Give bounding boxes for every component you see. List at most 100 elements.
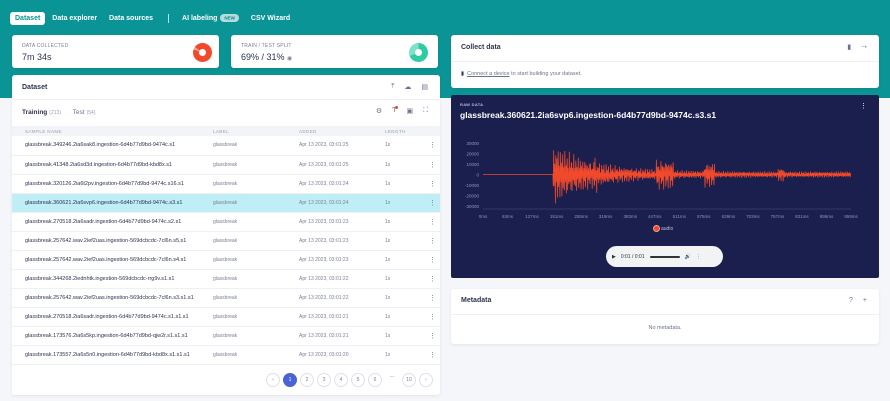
tab-ai-labeling[interactable]: AI labeling NEW xyxy=(177,12,244,25)
table-actions: ⚙ Ƭ ▣ ⛶ xyxy=(375,106,428,115)
tab-csv-wizard[interactable]: CSV Wizard xyxy=(250,14,291,22)
svg-text:-10000: -10000 xyxy=(465,183,480,188)
col-sample-name[interactable]: SAMPLE NAME xyxy=(12,126,200,136)
expand-icon[interactable]: ⛶ xyxy=(423,107,428,114)
table-row[interactable]: glassbreak.320126.2ia6t2pv.ingestion-6d4… xyxy=(12,174,440,194)
sample-label: glassbreak xyxy=(200,136,286,156)
audio-progress-slider[interactable] xyxy=(649,255,680,258)
row-menu-icon[interactable]: ⋮ xyxy=(416,345,440,365)
split-donut-icon xyxy=(409,43,428,62)
upload-icon[interactable]: ⤒ xyxy=(391,83,395,90)
row-menu-icon[interactable]: ⋮ xyxy=(416,155,440,175)
collect-data-title: Collect data xyxy=(461,44,501,51)
page-button[interactable]: 4 xyxy=(334,373,348,387)
row-menu-icon[interactable]: ⋮ xyxy=(416,193,440,213)
train-test-split-card: TRAIN / TEST SPLIT 69% / 31% ◉ xyxy=(231,35,438,68)
svg-text:639ms: 639ms xyxy=(722,214,736,219)
col-label[interactable]: LABEL xyxy=(200,126,286,136)
filter-icon[interactable]: Ƭ xyxy=(392,106,399,114)
table-row[interactable]: glassbreak.270518.2ia6sadr.ingestion-6d4… xyxy=(12,307,440,327)
table-row[interactable]: glassbreak.257642.wav.2ief2uas.ingestion… xyxy=(12,231,440,251)
more-options-icon[interactable]: ⋮ xyxy=(860,103,867,110)
page-button[interactable]: 10 xyxy=(402,373,416,387)
sample-added: Apr 13 2023, 03:01:21 xyxy=(286,326,372,346)
prev-page-button[interactable]: ‹ xyxy=(266,373,280,387)
page-button[interactable]: 5 xyxy=(351,373,365,387)
col-length[interactable]: LENGTH xyxy=(372,126,416,136)
svg-text:63ms: 63ms xyxy=(502,214,514,219)
eye-icon[interactable]: ◉ xyxy=(287,56,293,62)
page-button[interactable]: 3 xyxy=(317,373,331,387)
sample-length: 1s xyxy=(372,250,416,270)
tab-dataset[interactable]: Dataset xyxy=(10,11,46,25)
dataset-title: Dataset xyxy=(22,84,48,91)
legend-label: audio xyxy=(661,225,674,232)
phone-icon[interactable]: ▮ xyxy=(847,44,852,51)
usb-icon[interactable]: ⇾ xyxy=(861,44,867,51)
row-menu-icon[interactable]: ⋮ xyxy=(416,250,440,270)
collect-message: ▮ Connect a device to start building you… xyxy=(461,71,582,77)
sample-added: Apr 13 2023, 03:01:20 xyxy=(286,345,372,365)
data-collected-label: DATA COLLECTED xyxy=(22,43,69,49)
select-icon[interactable]: ▣ xyxy=(406,108,414,115)
table-row[interactable]: glassbreak.349246.2ia6sak8.ingestion-6d4… xyxy=(12,136,440,156)
col-added[interactable]: ADDED xyxy=(286,126,372,136)
collect-data-panel: Collect data ▮ ⇾ ▮ Connect a device to st… xyxy=(451,35,879,88)
sample-name: glassbreak.270518.2ia6sadr.ingestion-6d4… xyxy=(12,307,200,327)
table-row[interactable]: glassbreak.173576.2ia6s5kp.ingestion-6d4… xyxy=(12,326,440,346)
add-icon[interactable]: + xyxy=(862,297,867,304)
volume-icon[interactable]: 🔊 xyxy=(684,253,691,260)
sample-added: Apr 13 2023, 03:01:23 xyxy=(286,250,372,270)
row-menu-icon[interactable]: ⋮ xyxy=(416,288,440,308)
label-icon[interactable]: ⚙ xyxy=(375,108,383,115)
tab-training[interactable]: Training (213) xyxy=(22,109,61,116)
table-row[interactable]: glassbreak.41348.2ia6sd3d.ingestion-6d4b… xyxy=(12,155,440,175)
no-metadata-text: No metadata. xyxy=(648,325,682,331)
metadata-panel: Metadata ? + No metadata. xyxy=(451,289,879,344)
next-page-button[interactable]: › xyxy=(419,373,433,387)
svg-text:-20000: -20000 xyxy=(465,194,480,199)
row-menu-icon[interactable]: ⋮ xyxy=(416,174,440,194)
sample-length: 1s xyxy=(372,193,416,213)
row-menu-icon[interactable]: ⋮ xyxy=(416,326,440,346)
tab-data-sources[interactable]: Data sources xyxy=(109,14,154,22)
ai-labeling-label: AI labeling xyxy=(182,14,218,22)
connect-device-link[interactable]: Connect a device xyxy=(467,71,510,77)
data-collected-value: 7m 34s xyxy=(22,52,52,62)
table-row[interactable]: glassbreak.344268.2iednhtk.ingestion-569… xyxy=(12,269,440,289)
file-icon[interactable]: ▤ xyxy=(421,84,428,91)
raw-data-title: glassbreak.360621.2ia6svp6.ingestion-6d4… xyxy=(460,110,717,120)
row-menu-icon[interactable]: ⋮ xyxy=(416,307,440,327)
table-row[interactable]: glassbreak.360621.2ia6svp6.ingestion-6d4… xyxy=(12,193,440,213)
cloud-icon[interactable]: ☁ xyxy=(404,84,412,91)
page-button[interactable]: 1 xyxy=(283,373,297,387)
audio-menu-icon[interactable]: ⋮ xyxy=(695,253,701,260)
row-menu-icon[interactable]: ⋮ xyxy=(416,136,440,156)
page-button[interactable]: 2 xyxy=(300,373,314,387)
row-menu-icon[interactable]: ⋮ xyxy=(416,231,440,251)
table-row[interactable]: glassbreak.270518.2ia6sadr.ingestion-6d4… xyxy=(12,212,440,232)
legend-swatch xyxy=(653,225,660,232)
row-menu-icon[interactable]: ⋮ xyxy=(416,269,440,289)
sample-added: Apr 13 2023, 03:01:23 xyxy=(286,212,372,232)
training-count: (213) xyxy=(49,110,61,116)
table-row[interactable]: glassbreak.257642.wav.2ief2uas.ingestion… xyxy=(12,250,440,270)
divider xyxy=(451,314,879,315)
help-icon[interactable]: ? xyxy=(849,297,853,304)
tab-data-explorer[interactable]: Data explorer xyxy=(52,14,98,22)
table-row[interactable]: glassbreak.173557.2ia6s5n0.ingestion-6d4… xyxy=(12,345,440,365)
tab-test[interactable]: Test (54) xyxy=(73,109,96,116)
play-icon[interactable]: ▶ xyxy=(612,253,616,260)
device-icon: ▮ xyxy=(461,71,465,77)
dataset-tabs: Training (213) Test (54) xyxy=(22,109,106,116)
test-label: Test xyxy=(72,109,85,116)
row-menu-icon[interactable]: ⋮ xyxy=(416,212,440,232)
sample-label: glassbreak xyxy=(200,288,286,308)
page-button[interactable]: 6 xyxy=(368,373,382,387)
table-row[interactable]: glassbreak.257642.wav.2ief2uas.ingestion… xyxy=(12,288,440,308)
sample-name: glassbreak.173576.2ia6s5kp.ingestion-6d4… xyxy=(12,326,200,346)
raw-data-panel: RAW DATA glassbreak.360621.2ia6svp6.inge… xyxy=(451,95,879,278)
sample-name: glassbreak.41348.2ia6sd3d.ingestion-6d4b… xyxy=(12,155,200,175)
chart-legend[interactable]: audio xyxy=(653,225,673,232)
sample-length: 1s xyxy=(372,231,416,251)
